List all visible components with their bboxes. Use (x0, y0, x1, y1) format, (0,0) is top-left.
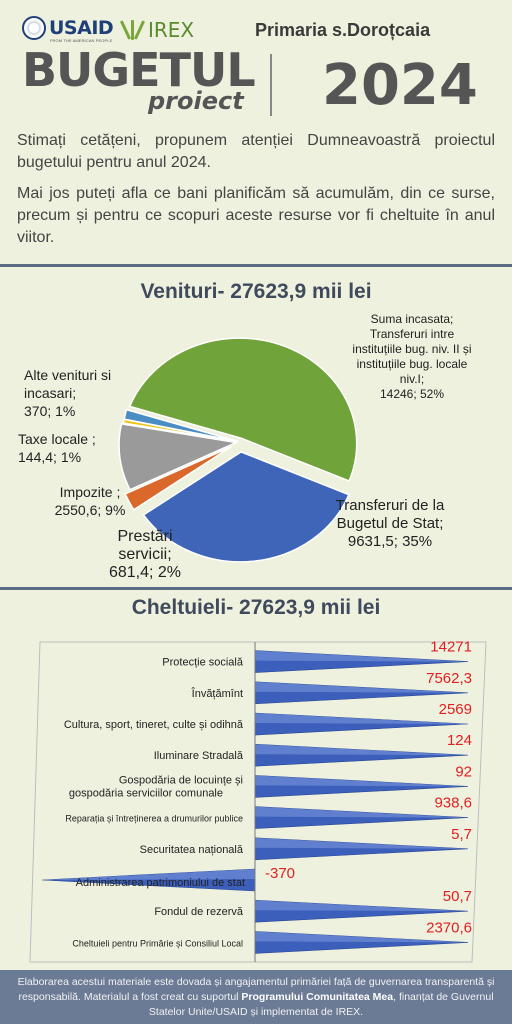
pie-label-transferuri-stat: Transferuri de la Bugetul de Stat; 9631,… (330, 497, 450, 551)
cheltuieli-title: Cheltuieli- 27623,9 mii lei (131, 596, 381, 619)
venituri-title: Venituri- 27623,9 mii lei (140, 280, 372, 303)
pie-label-impozite: Impozite ; 2550,6; 9% (40, 483, 140, 519)
category-label-1: Învățămînt (191, 687, 243, 700)
data-label-9: 2370,6 (426, 919, 472, 936)
pie-label-alte-value: 370; 1% (24, 403, 76, 419)
usaid-logo: USAID (22, 16, 114, 40)
data-label-8: 50,7 (443, 888, 472, 905)
bar-highlight-0 (255, 650, 468, 662)
footer-text-2: , finanțat de Guvernul Statelor Unite/US… (148, 991, 494, 1018)
pie-label-impozite-value: 2550,6; 9% (54, 502, 126, 518)
pie-slice-0 (128, 337, 358, 482)
category-label-5: Reparația și întreținerea a drumurilor p… (65, 814, 243, 824)
data-label-6: 5,7 (451, 826, 472, 843)
pie-label-transferuri-intre-name: Suma incasata; Transferuri intre institu… (352, 312, 472, 386)
intro-text: Stimați cetățeni, propunem atenției Dumn… (17, 130, 495, 258)
data-label-2: 2569 (439, 701, 472, 718)
usaid-seal-icon (22, 16, 46, 40)
category-label-7: Administrarea patrimoniului de stat (76, 877, 245, 889)
category-label-9: Cheltuieli pentru Primărie și Consiliul … (72, 938, 243, 948)
data-label-0: 14271 (430, 639, 472, 656)
cheltuieli-bar-chart: Protecție socială 14271 Învățămînt 7562,3 Cu… (26, 639, 487, 981)
data-label-3: 124 (447, 732, 472, 749)
category-label-2: Cultura, sport, tineret, culte și odihnă (64, 719, 244, 731)
usaid-tagline: FROM THE AMERICAN PEOPLE (50, 38, 113, 43)
irex-logo-text: IREX (148, 18, 195, 42)
pie-label-transferuri-stat-name: Transferuri de la Bugetul de Stat; (335, 497, 445, 532)
pie-label-prestari-name: Prestări servicii; (117, 528, 173, 563)
footer: Elaborarea acestui materiale este dovada… (0, 970, 512, 1024)
venituri-pie-chart (118, 337, 358, 563)
footer-text-1: Elaborarea acestui materiale este dovada… (17, 976, 495, 1003)
title-sub: proiect (148, 87, 244, 115)
category-label-8: Fondul de rezervă (154, 906, 244, 918)
category-label-0: Protecție socială (162, 657, 244, 669)
pie-label-prestari-value: 681,4; 2% (108, 564, 182, 581)
data-label-7: -370 (265, 865, 295, 882)
irex-logo: IREX (119, 18, 195, 42)
pie-slice-5 (123, 408, 239, 443)
separator-top (0, 264, 512, 267)
bar-highlight-1 (255, 681, 468, 693)
separator-middle (0, 587, 512, 590)
bar-highlight-4 (255, 775, 468, 787)
footer-program: Programului Comunitatea Mea (241, 991, 394, 1003)
pie-label-transferuri-intre-value: 14246; 52% (379, 387, 445, 401)
pie-label-transferuri-stat-value: 9631,5; 35% (347, 533, 433, 550)
pie-label-taxe: Taxe locale ; 144,4; 1% (18, 430, 130, 466)
category-label-3: Iluminare Stradală (154, 750, 244, 762)
pie-label-alte-name: Alte venituri si incasari; (24, 367, 112, 401)
title-main: BUGETUL (22, 43, 256, 97)
title-divider (270, 54, 272, 116)
pie-label-taxe-value: 144,4; 1% (18, 449, 82, 465)
pie-slice-3 (118, 423, 239, 491)
pie-slice-2 (124, 446, 232, 511)
bar-highlight-5 (255, 806, 468, 818)
pie-label-transferuri-intre: Suma incasata; Transferuri intre institu… (352, 312, 472, 402)
pie-slice-1 (142, 451, 350, 563)
data-label-4: 92 (455, 763, 472, 780)
year: 2024 (322, 53, 478, 118)
bar-highlight-9 (255, 931, 468, 943)
pie-label-prestari: Prestări servicii; 681,4; 2% (100, 528, 190, 582)
usaid-logo-text: USAID (49, 17, 114, 39)
category-label-4: Gospodăria de locuințe și gospodăria serv… (69, 774, 243, 799)
intro-paragraph-2: Mai jos puteți afla ce bani planificăm s… (17, 185, 495, 246)
pie-label-taxe-name: Taxe locale ; (18, 431, 96, 447)
bar-highlight-2 (255, 713, 468, 724)
intro-paragraph-1: Stimați cetățeni, propunem atenției Dumn… (17, 132, 495, 171)
chart-frame (29, 641, 487, 963)
bar-highlight-3 (255, 744, 468, 756)
pie-label-alte: Alte venituri si incasari; 370; 1% (24, 366, 124, 420)
category-label-6: Securitatea națională (140, 844, 244, 856)
pie-label-impozite-name: Impozite ; (59, 484, 121, 500)
data-label-5: 938,6 (434, 795, 472, 812)
primaria-name: Primaria s.Doroțcaia (255, 20, 431, 40)
irex-mark-icon (119, 19, 146, 41)
bar-highlight-8 (255, 900, 468, 912)
bar-highlight-6 (255, 837, 468, 849)
bar-highlight-7 (42, 869, 255, 880)
data-label-1: 7562,3 (426, 670, 472, 687)
header: USAID FROM THE AMERICAN PEOPLE IREX Prim… (0, 0, 512, 125)
